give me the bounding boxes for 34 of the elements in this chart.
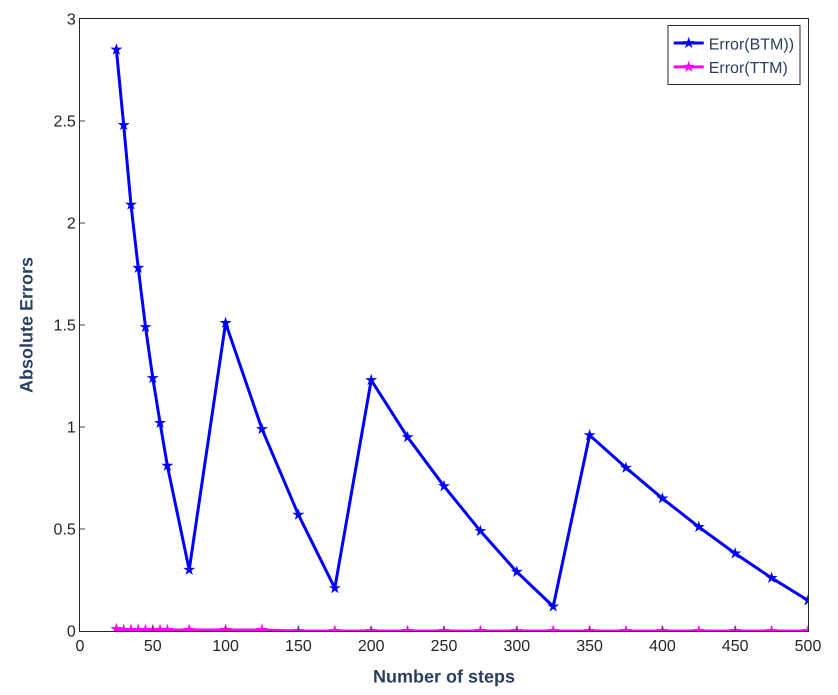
point	[584, 428, 596, 440]
x-tick-label: 350	[576, 638, 604, 656]
point	[256, 422, 268, 434]
point	[656, 492, 668, 504]
point	[365, 374, 378, 386]
point	[474, 524, 486, 536]
point	[161, 459, 174, 471]
legend-label: Error(TTM)	[708, 60, 788, 78]
point	[692, 520, 705, 532]
point	[438, 480, 450, 492]
point	[292, 508, 304, 520]
y-tick-label: 0.5	[54, 522, 76, 539]
x-tick-label: 50	[144, 638, 162, 656]
point	[154, 416, 166, 428]
x-axis-title: Number of steps	[372, 666, 516, 686]
point	[220, 316, 232, 328]
y-tick-label: 2	[66, 216, 76, 233]
x-tick-label: 450	[722, 638, 749, 656]
y-axis-title: Absolute Errors	[16, 256, 37, 394]
x-tick-label: 200	[358, 638, 385, 656]
y-tick-label: 1.5	[54, 318, 76, 335]
x-tick-label: 250	[430, 638, 458, 656]
x-tick-label: 150	[285, 638, 312, 656]
x-tick-label: 500	[794, 638, 822, 656]
x-tick-label: 100	[212, 638, 240, 656]
y-tick-label: 2.5	[54, 114, 76, 131]
point	[402, 430, 414, 442]
legend-label: Error(BTM))	[708, 36, 794, 54]
y-tick-label: 1	[66, 420, 76, 437]
y-tick-label: 0	[66, 624, 76, 641]
y-tick-label: 3	[66, 12, 76, 29]
point	[620, 462, 632, 473]
x-tick-label: 300	[503, 638, 530, 656]
x-tick-label: 400	[649, 638, 676, 656]
